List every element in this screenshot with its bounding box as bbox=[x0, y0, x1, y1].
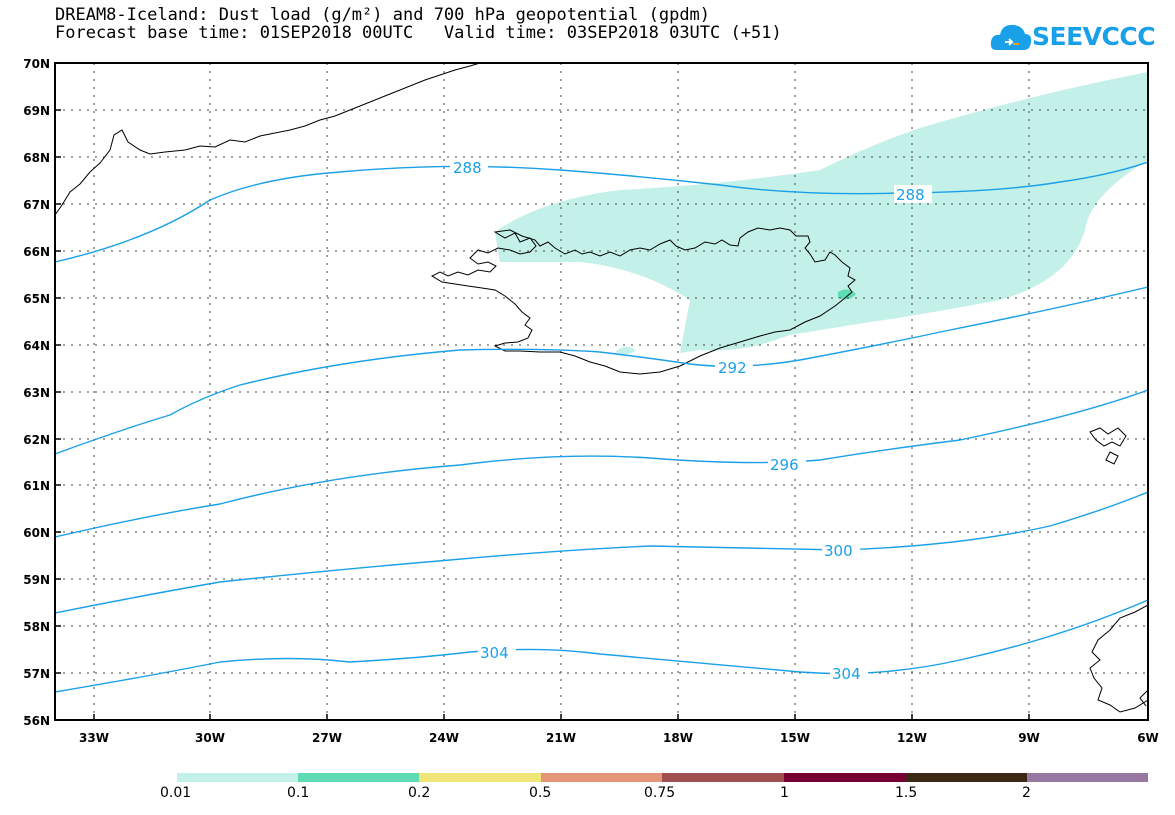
colorbar-bin bbox=[177, 773, 298, 782]
lon-label: 30W bbox=[195, 731, 225, 745]
lon-label: 6W bbox=[1137, 731, 1159, 745]
lon-label: 24W bbox=[429, 731, 459, 745]
lat-label: 63N bbox=[23, 386, 50, 400]
cloud-icon bbox=[990, 24, 1032, 50]
lat-label: 60N bbox=[23, 526, 50, 540]
lon-label: 15W bbox=[780, 731, 810, 745]
colorbar-label: 0.1 bbox=[287, 785, 310, 801]
contour-label: 304 bbox=[832, 665, 861, 683]
lat-label: 67N bbox=[23, 198, 50, 212]
lon-label: 9W bbox=[1018, 731, 1040, 745]
lat-label: 57N bbox=[23, 667, 50, 681]
lat-label: 69N bbox=[23, 104, 50, 118]
contour-label: 292 bbox=[718, 359, 747, 377]
lat-label: 59N bbox=[23, 573, 50, 587]
colorbar-bin bbox=[662, 773, 784, 782]
longitude-labels: 33W 30W 27W 24W 21W 18W 15W 12W 9W 6W bbox=[79, 731, 1159, 745]
forecast-time-line: Forecast base time: 01SEP2018 00UTC Vali… bbox=[55, 23, 782, 43]
contour-label: 304 bbox=[480, 644, 509, 662]
lat-label: 56N bbox=[23, 714, 50, 728]
contour-292 bbox=[55, 286, 1148, 455]
colorbar-bin bbox=[1027, 773, 1148, 782]
lon-label: 21W bbox=[546, 731, 576, 745]
contour-label: 288 bbox=[453, 159, 482, 177]
colorbar-label: 0.75 bbox=[644, 785, 676, 801]
lat-label: 65N bbox=[23, 292, 50, 306]
colorbar-label: 1 bbox=[780, 785, 789, 801]
contour-labels: 288 288 292 296 300 304 304 bbox=[450, 158, 932, 683]
greenland-coast bbox=[55, 63, 481, 216]
coastlines bbox=[55, 63, 1148, 713]
contour-label: 296 bbox=[770, 456, 799, 474]
seevccc-logo: SEEVCCC bbox=[990, 18, 1160, 58]
lon-label: 18W bbox=[663, 731, 693, 745]
grid-lines bbox=[55, 63, 1148, 720]
latitude-labels: 70N 69N 68N 67N 66N 65N 64N 63N 62N 61N … bbox=[23, 57, 50, 728]
colorbar-bin bbox=[906, 773, 1027, 782]
contour-label: 288 bbox=[896, 186, 925, 204]
map-title: DREAM8-Iceland: Dust load (g/m²) and 700… bbox=[55, 5, 711, 25]
lat-label: 70N bbox=[23, 57, 50, 71]
contour-296 bbox=[55, 389, 1148, 538]
lon-label: 33W bbox=[79, 731, 109, 745]
colorbar-label: 2 bbox=[1022, 785, 1031, 801]
scotland-coast bbox=[1089, 604, 1148, 713]
lon-label: 27W bbox=[312, 731, 342, 745]
lat-label: 62N bbox=[23, 433, 50, 447]
lat-label: 64N bbox=[23, 339, 50, 353]
lat-label: 68N bbox=[23, 151, 50, 165]
iceland-coast bbox=[430, 227, 856, 375]
contour-label: 300 bbox=[824, 542, 853, 560]
colorbar-bin bbox=[419, 773, 541, 782]
contour-304 bbox=[55, 599, 1148, 693]
colorbar-label: 0.5 bbox=[529, 785, 552, 801]
geopotential-contours bbox=[55, 161, 1148, 693]
contour-288 bbox=[55, 161, 1148, 263]
colorbar-bin bbox=[784, 773, 906, 782]
dust-area bbox=[495, 72, 1148, 353]
colorbar-bin bbox=[541, 773, 662, 782]
lat-label: 61N bbox=[23, 479, 50, 493]
colorbar-bin bbox=[298, 773, 419, 782]
lat-label: 66N bbox=[23, 245, 50, 259]
lat-label: 58N bbox=[23, 620, 50, 634]
lon-label: 12W bbox=[897, 731, 927, 745]
faroe-islands bbox=[1089, 427, 1127, 447]
logo-text: SEEVCCC bbox=[1032, 22, 1156, 51]
colorbar-label: 0.01 bbox=[160, 785, 192, 801]
colorbar-label: 0.2 bbox=[408, 785, 431, 801]
colorbar-label: 1.5 bbox=[895, 785, 918, 801]
contour-300 bbox=[55, 491, 1148, 614]
